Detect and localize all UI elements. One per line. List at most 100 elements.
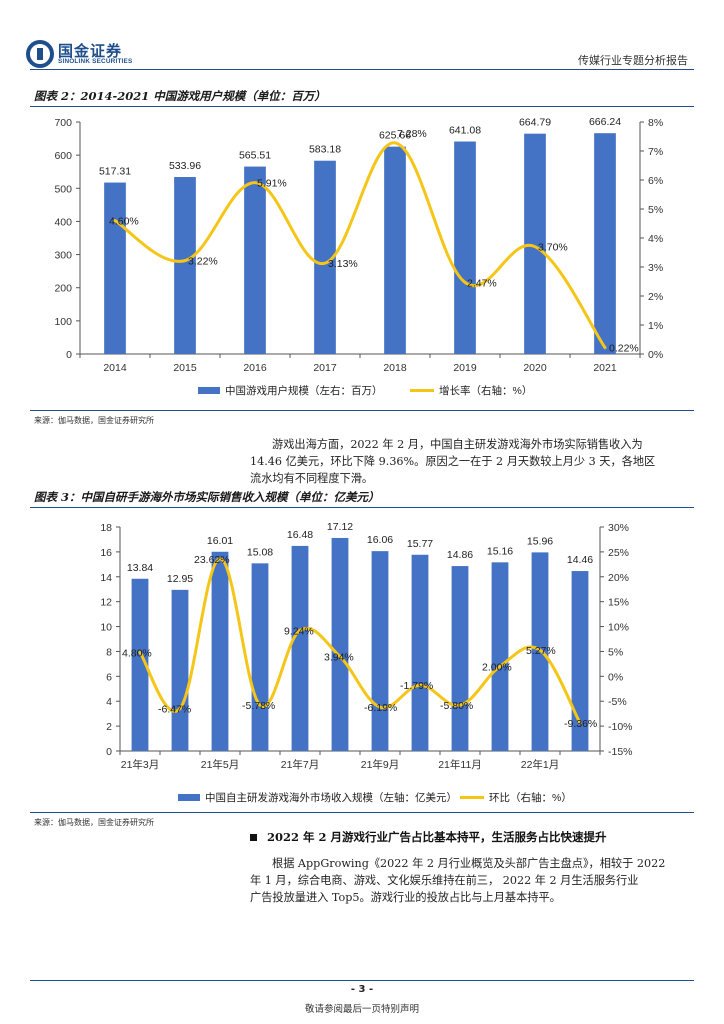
bar <box>251 563 269 751</box>
y-tick-label-right: -5% <box>608 696 627 708</box>
x-tick-label: 2018 <box>383 362 407 374</box>
bar-value-label: 533.96 <box>169 160 201 172</box>
growth-line <box>138 557 582 725</box>
section-line2: 年 1 月，综合电商、游戏、文化娱乐维持在前三， 2022 年 2 月生活服务行… <box>250 874 639 887</box>
sinolink-logo-icon <box>26 40 54 68</box>
bar <box>454 141 476 354</box>
figure3-source: 来源：伽马数据，国金证券研究所 <box>34 818 154 827</box>
figure2-bottom-rule <box>30 410 694 411</box>
figure3-bottom-rule <box>30 812 694 813</box>
figure2-top-rule <box>30 106 694 107</box>
y-tick-label-left: 4 <box>106 696 112 708</box>
bar <box>571 571 589 751</box>
bar <box>104 182 126 354</box>
figure2-source: 来源：伽马数据，国金证券研究所 <box>34 416 154 425</box>
y-tick-label-left: 14 <box>100 572 112 584</box>
y-tick-label-right: 5% <box>608 646 623 658</box>
y-tick-label-right: 20% <box>608 572 629 584</box>
y-tick-label-right: -15% <box>608 746 633 758</box>
bar <box>291 545 309 751</box>
line-value-label: -1.79% <box>400 680 433 692</box>
y-tick-label-left: 100 <box>54 316 72 328</box>
x-tick-label: 2014 <box>103 362 127 374</box>
figure2-title: 图表 2：2014-2021 中国游戏用户规模（单位：百万） <box>34 89 326 103</box>
legend-bar-label: 中国游戏用户规模（左右：百万） <box>225 384 383 397</box>
line-value-label: 0.22% <box>609 343 639 355</box>
bar <box>171 589 189 751</box>
footer-divider <box>30 980 694 981</box>
x-tick-label: 22年1月 <box>521 758 560 771</box>
section-line1: 根据 AppGrowing《2022 年 2 月行业概览及头部广告主盘点》，相较… <box>272 857 666 870</box>
x-tick-label: 2020 <box>523 362 547 374</box>
bar-value-label: 15.08 <box>247 546 273 558</box>
y-tick-label-right: -10% <box>608 721 633 733</box>
y-tick-label-left: 6 <box>106 671 112 683</box>
line-value-label: -6.47% <box>158 704 191 716</box>
line-value-label: 9.24% <box>284 625 314 637</box>
bar-value-label: 17.12 <box>327 521 353 533</box>
legend-bar-label: 中国自主研发游戏海外市场收入规模（左轴：亿美元） <box>205 791 457 804</box>
bar-value-label: 16.06 <box>367 534 393 546</box>
bar-value-label: 16.01 <box>207 535 233 547</box>
bar-value-label: 14.86 <box>447 549 473 561</box>
bar-value-label: 15.16 <box>487 545 513 557</box>
y-tick-label-left: 16 <box>100 547 112 559</box>
y-tick-label-right: 4% <box>648 233 663 245</box>
line-value-label: 3.13% <box>328 258 358 270</box>
y-tick-label-left: 2 <box>106 721 112 733</box>
section-heading-text: 2022 年 2 月游戏行业广告占比基本持平，生活服务占比快速提升 <box>267 830 607 844</box>
line-value-label: -6.19% <box>364 702 397 714</box>
y-tick-label-right: 25% <box>608 547 629 559</box>
x-tick-label: 2015 <box>173 362 197 374</box>
bar <box>211 551 229 751</box>
legend-line-label: 增长率（右轴：%） <box>439 384 532 397</box>
x-tick-label: 21年5月 <box>201 758 240 771</box>
y-tick-label-right: 8% <box>648 117 663 129</box>
figure3-chart: 0 2 4 6 8 10 12 14 16 18 -15% -10% -5% 0% 5% 10% 15% 20% 2… <box>100 521 633 804</box>
y-tick-label-right: 0% <box>608 671 623 683</box>
y-tick-label-right: 5% <box>648 204 663 216</box>
bar <box>594 133 616 354</box>
line-value-label: 3.22% <box>188 256 218 268</box>
y-tick-label-left: 0 <box>106 746 112 758</box>
bar <box>411 554 429 751</box>
bar-value-label: 14.46 <box>567 554 593 566</box>
legend-bar-swatch <box>178 794 200 801</box>
line-value-label: 3.70% <box>538 242 568 254</box>
line-value-label: 2.00% <box>482 661 512 673</box>
paragraph1-line2: 14.46 亿美元，环比下降 9.36%。原因之一在于 2 月天数较上月少 3 … <box>250 455 656 468</box>
bar-value-label: 625.66 <box>379 130 411 142</box>
bar-value-label: 666.24 <box>589 116 621 128</box>
figure3-title: 图表 3：中国自研手游海外市场实际销售收入规模（单位：亿美元） <box>34 490 380 504</box>
y-tick-label-left: 18 <box>100 522 112 534</box>
y-tick-label-right: 1% <box>648 320 663 332</box>
bar-value-label: 517.31 <box>99 166 131 178</box>
y-tick-label-left: 200 <box>54 283 72 295</box>
bar-value-label: 565.51 <box>239 150 271 162</box>
y-tick-label-right: 6% <box>648 175 663 187</box>
bar-value-label: 583.18 <box>309 144 341 156</box>
logo-text-en: SINOLINK SECURITIES <box>58 58 133 65</box>
y-tick-label-left: 8 <box>106 646 112 658</box>
y-tick-label-right: 10% <box>608 622 629 634</box>
header-divider <box>30 69 694 70</box>
x-tick-label: 21年3月 <box>121 758 160 771</box>
y-tick-label-left: 0 <box>66 349 72 361</box>
y-tick-label-right: 30% <box>608 522 629 534</box>
bar-value-label: 15.77 <box>407 538 433 550</box>
bar-value-label: 16.48 <box>287 529 313 541</box>
logo-text-cn: 国金证券 <box>58 42 123 60</box>
x-tick-label: 2019 <box>453 362 477 374</box>
bar-value-label: 641.08 <box>449 125 481 137</box>
x-tick-label: 21年9月 <box>361 758 400 771</box>
x-tick-label: 21年11月 <box>438 758 482 771</box>
disclaimer-text: 敬请参阅最后一页特别声明 <box>304 1004 419 1015</box>
line-value-label: 5.91% <box>257 178 287 190</box>
paragraph1-line3: 流水均有不同程度下滑。 <box>250 472 374 485</box>
section-heading: 2022 年 2 月游戏行业广告占比基本持平，生活服务占比快速提升 <box>250 829 607 845</box>
growth-line <box>113 141 607 350</box>
figure3-top-rule <box>30 507 694 508</box>
bar <box>451 566 469 751</box>
y-tick-label-right: 15% <box>608 597 629 609</box>
bar <box>371 551 389 751</box>
